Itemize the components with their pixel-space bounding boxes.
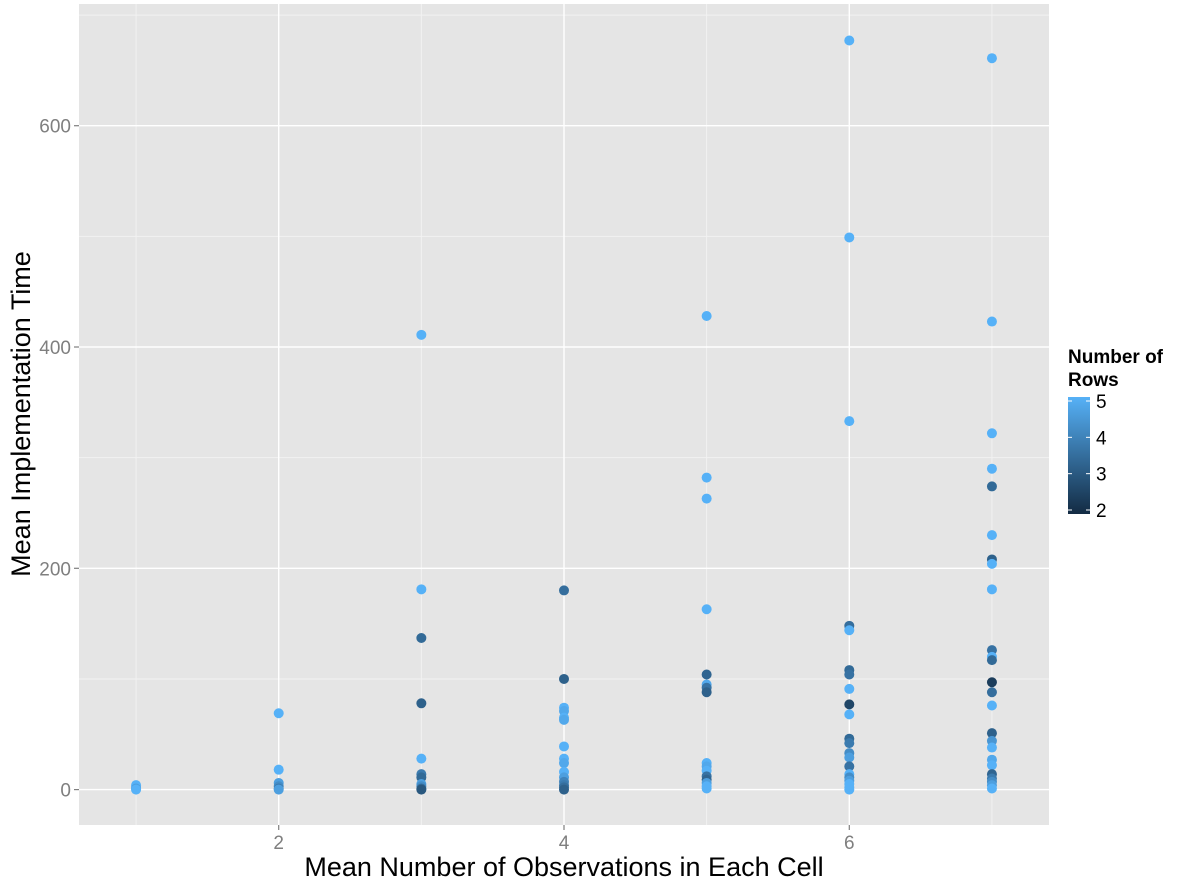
x-axis-ticks: 2 4 6 (273, 825, 855, 854)
data-point (844, 699, 855, 710)
data-point (416, 584, 427, 595)
data-point (986, 760, 997, 771)
data-point (844, 416, 855, 427)
data-point (701, 783, 712, 794)
data-point (844, 752, 855, 763)
data-point (273, 784, 284, 795)
data-point (701, 669, 712, 680)
data-point (844, 761, 855, 772)
y-tick-label: 400 (39, 338, 71, 359)
data-point (559, 673, 569, 684)
data-point (986, 428, 997, 439)
data-point (986, 687, 997, 698)
data-point (844, 669, 855, 680)
data-point (273, 764, 284, 775)
y-tick-label: 600 (39, 117, 71, 138)
data-points (131, 35, 997, 795)
x-tick-label: 2 (273, 833, 284, 854)
y-tick-label: 200 (39, 559, 71, 580)
legend-tick-label: 5 (1096, 392, 1107, 413)
data-point (986, 53, 997, 64)
legend-title-line1: Number of (1068, 347, 1164, 368)
data-point (986, 742, 997, 753)
x-tick-label: 6 (844, 833, 855, 854)
data-point (559, 714, 569, 725)
data-point (701, 493, 712, 504)
data-point (559, 758, 569, 769)
data-point (701, 604, 712, 615)
data-point (844, 683, 855, 694)
data-point (559, 784, 569, 795)
x-axis-title: Mean Number of Observations in Each Cell (304, 852, 823, 882)
data-point (131, 784, 142, 795)
data-point (986, 558, 997, 569)
data-point (559, 741, 569, 752)
legend-tick-label: 2 (1096, 501, 1107, 522)
data-point (416, 753, 427, 764)
data-point (986, 655, 997, 666)
data-point (701, 687, 712, 698)
data-point (986, 677, 997, 688)
legend-tick-label: 4 (1096, 428, 1107, 449)
legend-title-line2: Rows (1068, 370, 1119, 391)
data-point (701, 311, 712, 322)
data-point (701, 472, 712, 483)
data-point (986, 481, 997, 492)
data-point (416, 633, 427, 644)
y-tick-label: 0 (60, 781, 71, 802)
data-point (986, 584, 997, 595)
y-axis-ticks: 0 200 400 600 (39, 117, 79, 802)
data-point (416, 784, 427, 795)
data-point (986, 783, 997, 794)
data-point (844, 784, 855, 795)
data-point (986, 463, 997, 474)
data-point (559, 585, 569, 596)
legend-ticks: 2 3 4 5 (1068, 392, 1107, 522)
legend-tick-label: 3 (1096, 465, 1107, 486)
y-axis-title: Mean Implementation Time (6, 251, 36, 577)
data-point (986, 530, 997, 541)
legend: Number of Rows 2 3 4 5 (1068, 347, 1164, 522)
data-point (844, 232, 855, 243)
data-point (844, 35, 855, 46)
data-point (986, 728, 997, 739)
data-point (844, 625, 855, 636)
data-point (416, 329, 427, 340)
data-point (844, 709, 855, 720)
data-point (844, 738, 855, 749)
data-point (986, 700, 997, 711)
data-point (273, 708, 284, 719)
data-point (416, 698, 427, 709)
legend-colorbar (1068, 397, 1090, 514)
x-tick-label: 4 (559, 833, 570, 854)
data-point (986, 316, 997, 327)
